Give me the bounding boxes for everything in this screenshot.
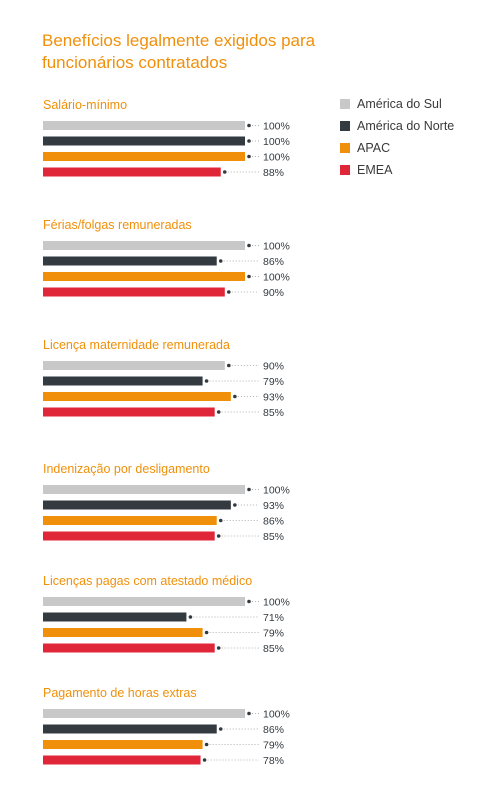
bar-end-dot <box>227 363 231 368</box>
group-label: Salário-mínimo <box>43 98 127 112</box>
bar-end-dot <box>204 742 209 747</box>
group-label: Indenização por desligamento <box>43 462 210 476</box>
bar-end-dot <box>202 758 207 762</box>
bar <box>43 167 221 177</box>
value-label: 100% <box>263 485 290 497</box>
value-label: 100% <box>263 272 290 284</box>
value-label: 93% <box>263 500 284 512</box>
bar <box>43 152 245 161</box>
bar-end-dot <box>247 123 251 128</box>
bar-end-dot <box>247 487 251 492</box>
legend-item: EMEA <box>340 159 454 181</box>
legend-label: América do Sul <box>357 97 442 111</box>
group-label: Licenças pagas com atestado médico <box>43 574 252 588</box>
bar-end-dot <box>247 154 251 159</box>
legend-label: EMEA <box>357 163 393 177</box>
bar <box>43 643 215 653</box>
value-label: 100% <box>263 597 290 609</box>
value-label: 79% <box>263 740 284 752</box>
value-label: 100% <box>263 136 290 148</box>
legend-swatch <box>340 165 350 175</box>
value-label: 86% <box>263 516 284 528</box>
bar-end-dot <box>247 243 251 248</box>
value-label: 71% <box>263 612 284 624</box>
chart-title: Benefícios legalmente exigidos para func… <box>42 31 316 72</box>
value-label: 78% <box>263 755 284 767</box>
bar-end-dot <box>204 630 209 635</box>
bar <box>43 241 245 250</box>
bar-end-dot <box>188 615 193 619</box>
bar-end-dot <box>233 394 237 399</box>
bar <box>43 516 217 525</box>
bar-end-dot <box>247 599 251 604</box>
bar <box>43 709 245 718</box>
value-label: 100% <box>263 709 290 721</box>
bar-end-dot <box>247 274 251 279</box>
legend-swatch <box>340 121 350 131</box>
bar-end-dot <box>218 518 223 523</box>
bar-end-dot <box>247 711 251 716</box>
value-label: 86% <box>263 256 284 268</box>
legend-swatch <box>340 143 350 153</box>
value-label: 100% <box>263 152 290 164</box>
legend-item: América do Norte <box>340 115 454 137</box>
bar-end-dot <box>233 503 237 507</box>
group-label: Férias/folgas remuneradas <box>43 218 192 232</box>
bar <box>43 485 245 494</box>
value-label: 100% <box>263 241 290 253</box>
value-label: 85% <box>263 643 284 655</box>
bar <box>43 256 217 266</box>
bar <box>43 628 203 637</box>
bar <box>43 597 245 606</box>
bar-end-dot <box>204 379 209 383</box>
bar <box>43 121 245 130</box>
value-label: 86% <box>263 724 284 736</box>
bar <box>43 392 231 401</box>
value-label: 100% <box>263 121 290 133</box>
legend-item: América do Sul <box>340 93 454 115</box>
bar-end-dot <box>216 534 221 538</box>
value-label: 88% <box>263 167 284 179</box>
bar <box>43 407 215 417</box>
value-label: 90% <box>263 287 284 299</box>
bar <box>43 531 215 541</box>
bar <box>43 272 245 281</box>
bar-end-dot <box>216 410 221 414</box>
group-label: Pagamento de horas extras <box>43 686 197 700</box>
legend-item: APAC <box>340 137 454 159</box>
legend: América do Sul América do Norte APAC EMEA <box>340 93 454 181</box>
bar-end-dot <box>218 259 223 263</box>
value-label: 93% <box>263 392 284 404</box>
legend-swatch <box>340 99 350 109</box>
bar <box>43 612 187 622</box>
bar-end-dot <box>218 727 223 731</box>
bar <box>43 136 245 146</box>
bar <box>43 287 225 297</box>
legend-label: América do Norte <box>357 119 455 133</box>
bar <box>43 724 217 734</box>
value-label: 79% <box>263 628 284 640</box>
value-label: 90% <box>263 361 284 373</box>
legend-label: APAC <box>357 141 391 155</box>
value-label: 85% <box>263 407 284 419</box>
bar-end-dot <box>222 170 227 174</box>
bar-end-dot <box>227 290 231 294</box>
bar <box>43 500 231 510</box>
bar <box>43 755 201 765</box>
bar <box>43 361 225 370</box>
bar <box>43 376 203 386</box>
bar-end-dot <box>247 139 251 143</box>
group-label: Licença maternidade remunerada <box>43 338 230 352</box>
value-label: 85% <box>263 531 284 543</box>
bar-end-dot <box>216 646 221 650</box>
value-label: 79% <box>263 376 284 388</box>
bar <box>43 740 203 749</box>
